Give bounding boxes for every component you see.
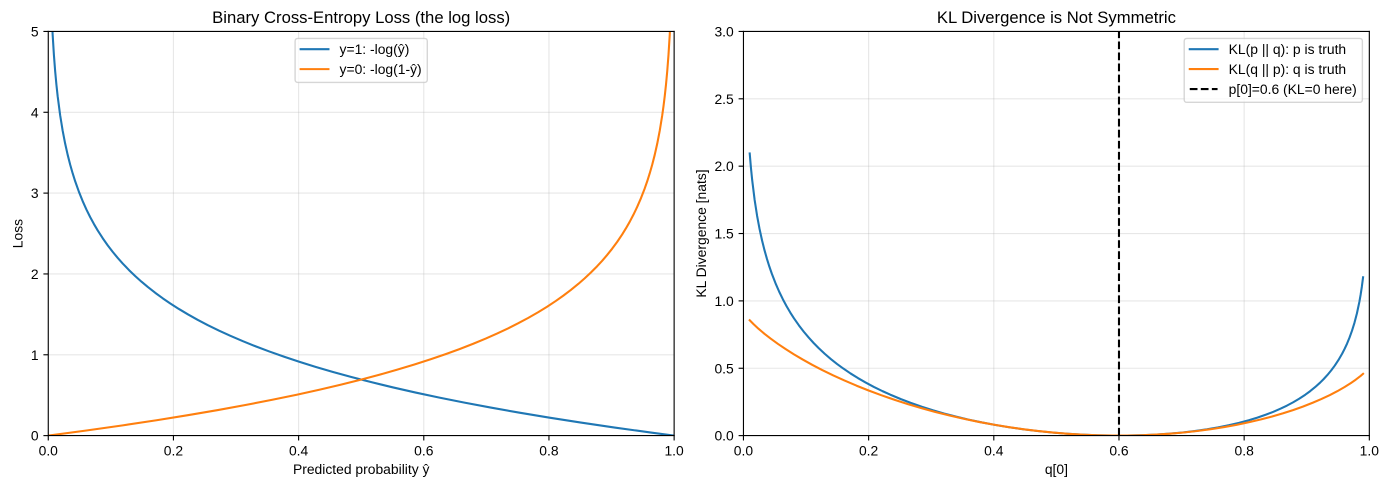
svg-text:0.0: 0.0 — [714, 428, 734, 444]
svg-text:0.0: 0.0 — [39, 442, 59, 458]
svg-text:0.2: 0.2 — [859, 442, 879, 458]
svg-text:0.5: 0.5 — [714, 360, 734, 376]
svg-text:KL(q || p): q is truth: KL(q || p): q is truth — [1229, 61, 1346, 77]
svg-text:q[0]: q[0] — [1045, 461, 1068, 477]
svg-text:2.0: 2.0 — [714, 158, 734, 174]
svg-text:p[0]=0.6 (KL=0 here): p[0]=0.6 (KL=0 here) — [1229, 81, 1357, 97]
svg-text:KL(p || q): p is truth: KL(p || q): p is truth — [1229, 41, 1346, 57]
svg-text:3.0: 3.0 — [714, 23, 734, 39]
svg-text:0.4: 0.4 — [289, 442, 309, 458]
svg-text:KL Divergence [nats]: KL Divergence [nats] — [693, 169, 709, 297]
svg-text:0.8: 0.8 — [1235, 442, 1255, 458]
svg-text:y=0: -log(1-ŷ): y=0: -log(1-ŷ) — [340, 61, 422, 77]
svg-text:5: 5 — [31, 23, 39, 39]
svg-text:0.6: 0.6 — [414, 442, 434, 458]
svg-text:1: 1 — [31, 347, 39, 363]
svg-text:1.0: 1.0 — [1360, 442, 1380, 458]
svg-text:0.6: 0.6 — [1109, 442, 1129, 458]
svg-text:0.8: 0.8 — [539, 442, 559, 458]
svg-text:1.0: 1.0 — [714, 293, 734, 309]
svg-text:KL Divergence is Not Symmetric: KL Divergence is Not Symmetric — [937, 8, 1176, 27]
svg-text:Predicted probability ŷ: Predicted probability ŷ — [293, 461, 430, 477]
svg-text:2: 2 — [31, 266, 39, 282]
svg-text:1.5: 1.5 — [714, 226, 734, 242]
svg-text:0: 0 — [31, 428, 39, 444]
svg-text:y=1: -log(ŷ): y=1: -log(ŷ) — [340, 41, 410, 57]
svg-text:1.0: 1.0 — [664, 442, 684, 458]
svg-text:Loss: Loss — [9, 219, 25, 248]
svg-text:4: 4 — [31, 104, 39, 120]
svg-text:2.5: 2.5 — [714, 91, 734, 107]
svg-text:0.2: 0.2 — [164, 442, 184, 458]
svg-text:0.0: 0.0 — [734, 442, 754, 458]
svg-text:0.4: 0.4 — [984, 442, 1004, 458]
svg-text:Binary Cross-Entropy Loss (the: Binary Cross-Entropy Loss (the log loss) — [212, 8, 510, 27]
svg-text:3: 3 — [31, 185, 39, 201]
